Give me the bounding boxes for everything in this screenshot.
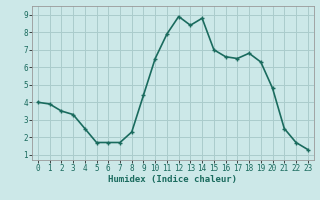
X-axis label: Humidex (Indice chaleur): Humidex (Indice chaleur) <box>108 175 237 184</box>
